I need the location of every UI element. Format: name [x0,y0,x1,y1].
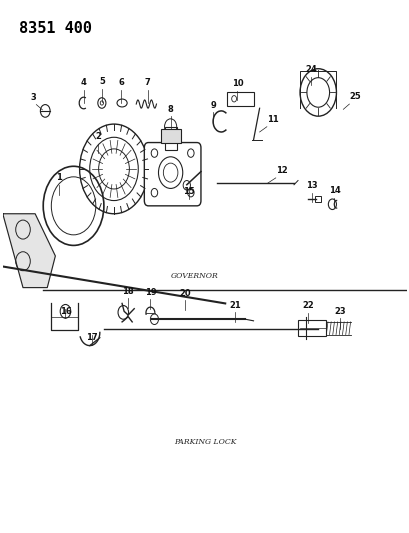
Text: 25: 25 [348,92,360,101]
Bar [164,127,176,150]
Text: 17: 17 [86,333,97,342]
Text: 22: 22 [301,301,313,310]
Text: 6: 6 [118,78,124,87]
Text: 11: 11 [266,115,278,124]
Bar [315,196,321,202]
Text: 10: 10 [231,79,243,88]
Text: 15: 15 [182,188,194,196]
Text: 16: 16 [59,306,71,316]
Bar [160,130,180,142]
Text: 7: 7 [144,78,150,87]
Text: 18: 18 [122,287,134,295]
Text: 9: 9 [210,101,216,110]
Text: GOVERNOR: GOVERNOR [171,272,218,280]
FancyBboxPatch shape [144,142,200,206]
Text: 13: 13 [306,181,317,190]
Text: 8351 400: 8351 400 [19,21,92,36]
Text: 20: 20 [179,288,190,297]
Text: PARKING LOCK: PARKING LOCK [173,438,236,446]
Text: 8: 8 [167,104,173,114]
Text: 23: 23 [334,306,346,316]
Text: 14: 14 [328,187,339,195]
Bar [227,92,253,106]
Text: 21: 21 [229,301,240,310]
Polygon shape [3,214,55,288]
Text: 5: 5 [99,77,105,86]
Text: 3: 3 [31,93,36,102]
Text: 12: 12 [275,166,287,175]
Text: 19: 19 [144,288,156,296]
Text: 24: 24 [305,65,317,74]
Bar [297,320,326,336]
Text: 4: 4 [81,78,86,87]
Text: 1: 1 [56,173,61,182]
Text: 2: 2 [94,132,101,141]
